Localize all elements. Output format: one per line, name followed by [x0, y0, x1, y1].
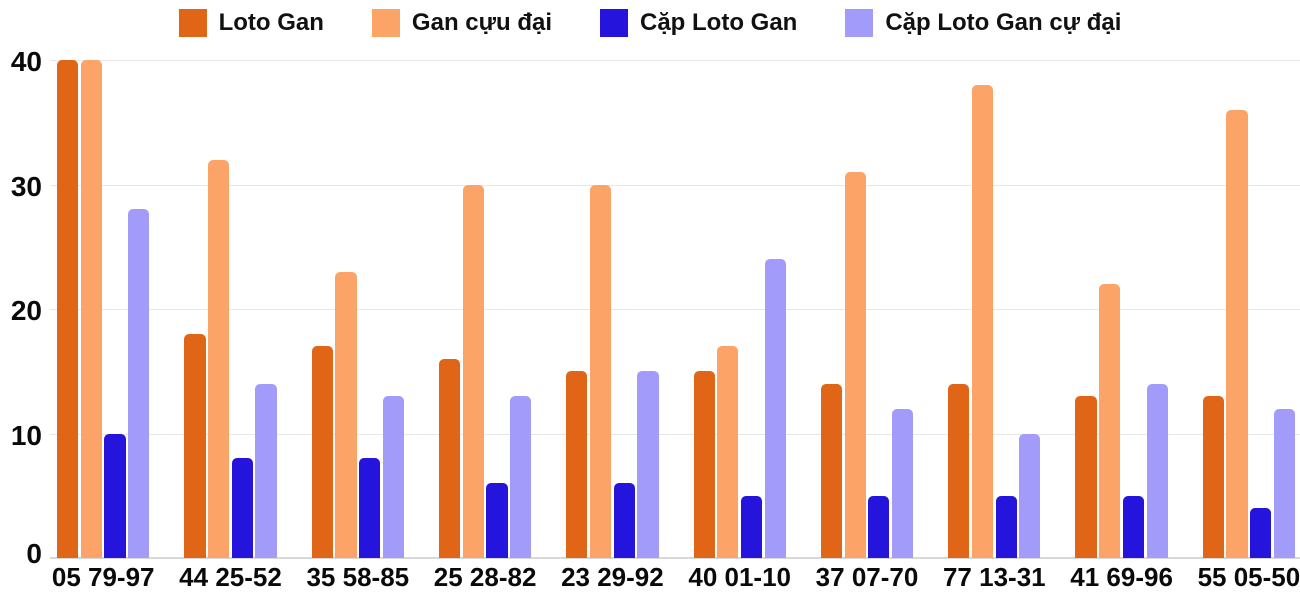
x-axis-label: 55 05-50 — [1197, 562, 1300, 592]
legend-label-loto-gan: Loto Gan — [218, 9, 324, 36]
x-axis-label: 25 28-82 — [433, 562, 537, 592]
bar[interactable] — [820, 383, 843, 558]
bar[interactable] — [104, 433, 126, 558]
x-axis-label: 23 29-92 — [561, 562, 664, 592]
bar[interactable] — [1075, 396, 1097, 558]
x-axis-label: 44 25-52 — [179, 562, 282, 592]
bar[interactable] — [128, 209, 150, 558]
bar[interactable] — [1273, 408, 1296, 558]
bar[interactable] — [335, 271, 357, 558]
bar[interactable] — [693, 371, 715, 558]
bar[interactable] — [1099, 284, 1121, 558]
bar[interactable] — [80, 60, 102, 558]
bar[interactable] — [486, 483, 508, 558]
gridline-y-20 — [50, 309, 1300, 310]
bar[interactable] — [637, 371, 659, 558]
bar[interactable] — [1226, 109, 1248, 558]
x-axis-label: 41 69-96 — [1070, 562, 1173, 592]
bar[interactable] — [208, 159, 230, 558]
bar[interactable] — [971, 84, 994, 558]
legend-swatch-gan-cuu-dai — [371, 9, 400, 37]
legend-item-cap-loto-gan-cu-dai[interactable]: Cặp Loto Gan cự đại — [845, 9, 1121, 37]
chart-legend: Loto Gan Gan cựu đại Cặp Loto Gan Cặp Lo… — [0, 9, 1300, 37]
legend-item-gan-cuu-dai[interactable]: Gan cựu đại — [371, 9, 552, 37]
bar[interactable] — [891, 408, 914, 558]
x-axis-label: 35 58-85 — [306, 562, 410, 592]
bar[interactable] — [438, 358, 461, 558]
bar[interactable] — [462, 184, 484, 558]
bar[interactable] — [764, 259, 786, 558]
bar[interactable] — [231, 458, 253, 558]
bar[interactable] — [868, 495, 890, 558]
bar[interactable] — [1146, 383, 1168, 558]
gridline-y-30 — [50, 184, 1300, 186]
bar[interactable] — [613, 483, 635, 558]
bar[interactable] — [311, 346, 333, 558]
x-axis-line — [50, 557, 1300, 559]
x-axis-label: 40 01-10 — [688, 562, 792, 592]
gridline-y-40 — [50, 60, 1300, 61]
bar[interactable] — [1250, 508, 1272, 558]
legend-label-cap-loto-gan: Cặp Loto Gan — [640, 9, 798, 36]
bar[interactable] — [1202, 396, 1224, 558]
y-axis-tick-20: 20 — [10, 295, 42, 326]
bar[interactable] — [510, 396, 532, 558]
bar[interactable] — [717, 346, 739, 558]
bar[interactable] — [566, 371, 588, 558]
x-axis-label: 77 13-31 — [942, 562, 1046, 592]
bar[interactable] — [255, 383, 277, 558]
legend-label-gan-cuu-dai: Gan cựu đại — [411, 9, 552, 36]
bar[interactable] — [589, 184, 612, 558]
y-axis-tick-30: 30 — [10, 170, 42, 202]
bar[interactable] — [382, 396, 404, 558]
bar[interactable] — [948, 383, 970, 558]
bar[interactable] — [359, 458, 381, 558]
x-axis-label: 05 79-97 — [51, 562, 155, 592]
bar[interactable] — [740, 495, 763, 558]
legend-label-cap-loto-gan-cu-dai: Cặp Loto Gan cự đại — [885, 9, 1122, 36]
legend-item-loto-gan[interactable]: Loto Gan — [178, 9, 324, 37]
y-axis-tick-40: 40 — [10, 46, 42, 77]
x-axis-label: 37 07-70 — [815, 562, 919, 592]
bar[interactable] — [1122, 495, 1145, 558]
bar[interactable] — [844, 172, 866, 558]
legend-swatch-loto-gan — [178, 9, 207, 37]
y-axis-tick-0: 0 — [26, 538, 42, 569]
legend-swatch-cap-loto-gan-cu-dai — [845, 9, 874, 37]
legend-swatch-cap-loto-gan — [600, 9, 628, 37]
legend-item-cap-loto-gan[interactable]: Cặp Loto Gan — [600, 9, 797, 37]
bar[interactable] — [57, 60, 79, 558]
y-axis-tick-10: 10 — [10, 419, 42, 451]
bar[interactable] — [184, 333, 206, 558]
bar[interactable] — [1019, 433, 1041, 558]
bar[interactable] — [995, 495, 1017, 558]
gridline-y-10 — [50, 433, 1300, 435]
